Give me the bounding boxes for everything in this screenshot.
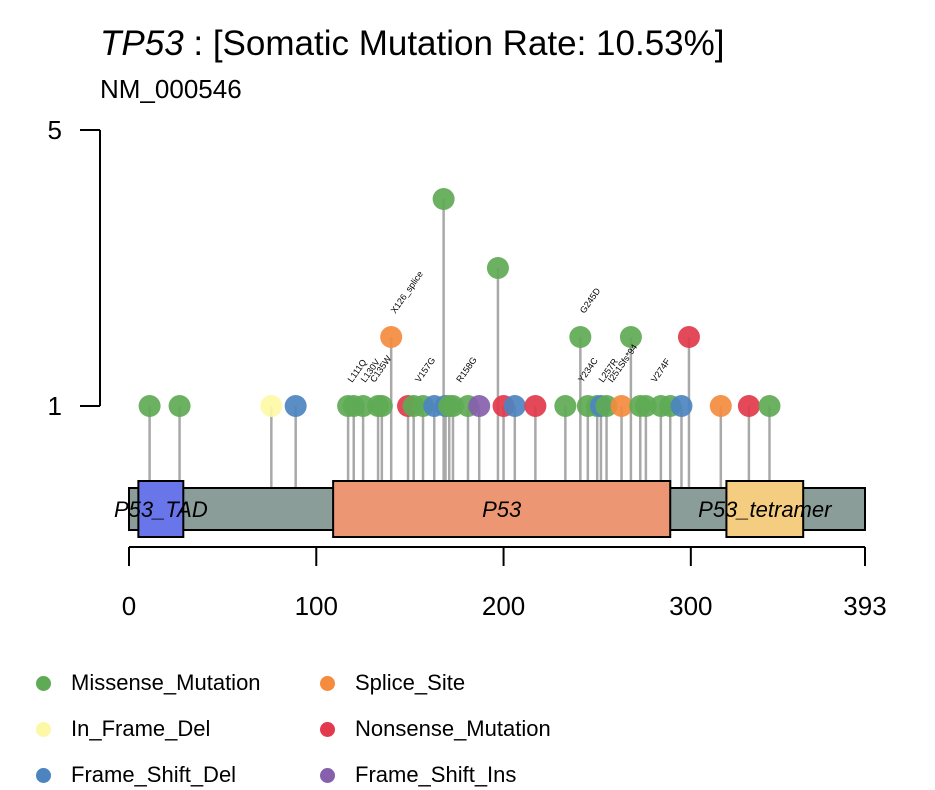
- mutation-label: V274F: [649, 356, 673, 384]
- legend-item: Splice_Site: [320, 670, 465, 696]
- legend-swatch: [36, 675, 51, 691]
- mutation-point: [670, 395, 693, 417]
- x-tick-label: 300: [669, 591, 712, 621]
- mutation-label: X126_splice: [389, 269, 425, 315]
- mutation-label: G245D: [578, 286, 603, 316]
- mutation-point: [503, 395, 526, 417]
- mutation-point: [554, 395, 577, 417]
- mutation-label: R158G: [454, 355, 479, 384]
- mutation-point: [677, 326, 700, 348]
- legend-item: Missense_Mutation: [36, 670, 261, 696]
- domain-box: [725, 480, 805, 538]
- x-tick-label: 200: [482, 591, 525, 621]
- mutation-point: [138, 395, 161, 417]
- mutation-point: [168, 395, 191, 417]
- mutation-label: V157G: [413, 355, 437, 384]
- mutation-point: [737, 395, 760, 417]
- mutation-point: [284, 395, 307, 417]
- chart-subtitle: NM_000546: [100, 74, 242, 104]
- legend-item: In_Frame_Del: [36, 716, 210, 742]
- mutation-point: [758, 395, 781, 417]
- mutation-point: [380, 326, 403, 348]
- legend-item: Nonsense_Mutation: [320, 716, 551, 742]
- protein-domains: P53_TAD P53 P53_tetramer: [114, 480, 833, 538]
- y-axis: 15: [48, 115, 101, 421]
- legend-swatch: [320, 767, 335, 783]
- legend-label: Missense_Mutation: [71, 670, 261, 695]
- mutation-point: [619, 326, 642, 348]
- mutation-point: [260, 395, 283, 417]
- domain-label: P53: [482, 497, 522, 522]
- legend-swatch: [320, 675, 335, 691]
- mutation-points: [138, 188, 781, 417]
- mutation-point: [524, 395, 547, 417]
- chart-title: TP53 : [Somatic Mutation Rate: 10.53%]: [100, 24, 724, 64]
- domain-box: [332, 480, 672, 538]
- legend-label: Frame_Shift_Del: [71, 762, 237, 787]
- x-tick-label: 0: [122, 591, 136, 621]
- legend-label: Nonsense_Mutation: [355, 716, 551, 741]
- x-tick-label: 393: [843, 591, 886, 621]
- legend-swatch: [36, 767, 51, 783]
- domain-label: P53_tetramer: [698, 497, 833, 522]
- x-axis: 0 100 200 300 393: [122, 546, 887, 621]
- mutation-point: [486, 257, 509, 279]
- legend-swatch: [320, 721, 335, 737]
- domain-box: [137, 480, 185, 538]
- mutation-stems: [148, 199, 771, 488]
- lollipop-chart: P53_TAD P53 P53_tetramer 15 0 100 200 300 393 …: [48, 115, 887, 621]
- legend-label: Frame_Shift_Ins: [355, 762, 517, 787]
- title-rest: : [Somatic Mutation Rate: 10.53%]: [183, 24, 725, 63]
- domain-label: P53_TAD: [114, 497, 208, 522]
- legend-swatch: [36, 721, 51, 737]
- mutation-point: [610, 395, 633, 417]
- mutation-point: [370, 395, 393, 417]
- legend-item: Frame_Shift_Del: [36, 762, 236, 788]
- legend-label: In_Frame_Del: [71, 716, 211, 741]
- x-tick-label: 100: [295, 591, 338, 621]
- mutation-point: [569, 326, 592, 348]
- legend-label: Splice_Site: [355, 670, 466, 695]
- y-tick-label: 5: [48, 115, 62, 145]
- mutation-point: [468, 395, 491, 417]
- y-tick-label: 1: [48, 391, 62, 421]
- title-gene: TP53: [100, 24, 184, 63]
- legend-item: Frame_Shift_Ins: [320, 762, 516, 788]
- mutation-point: [709, 395, 732, 417]
- mutation-point: [432, 188, 455, 210]
